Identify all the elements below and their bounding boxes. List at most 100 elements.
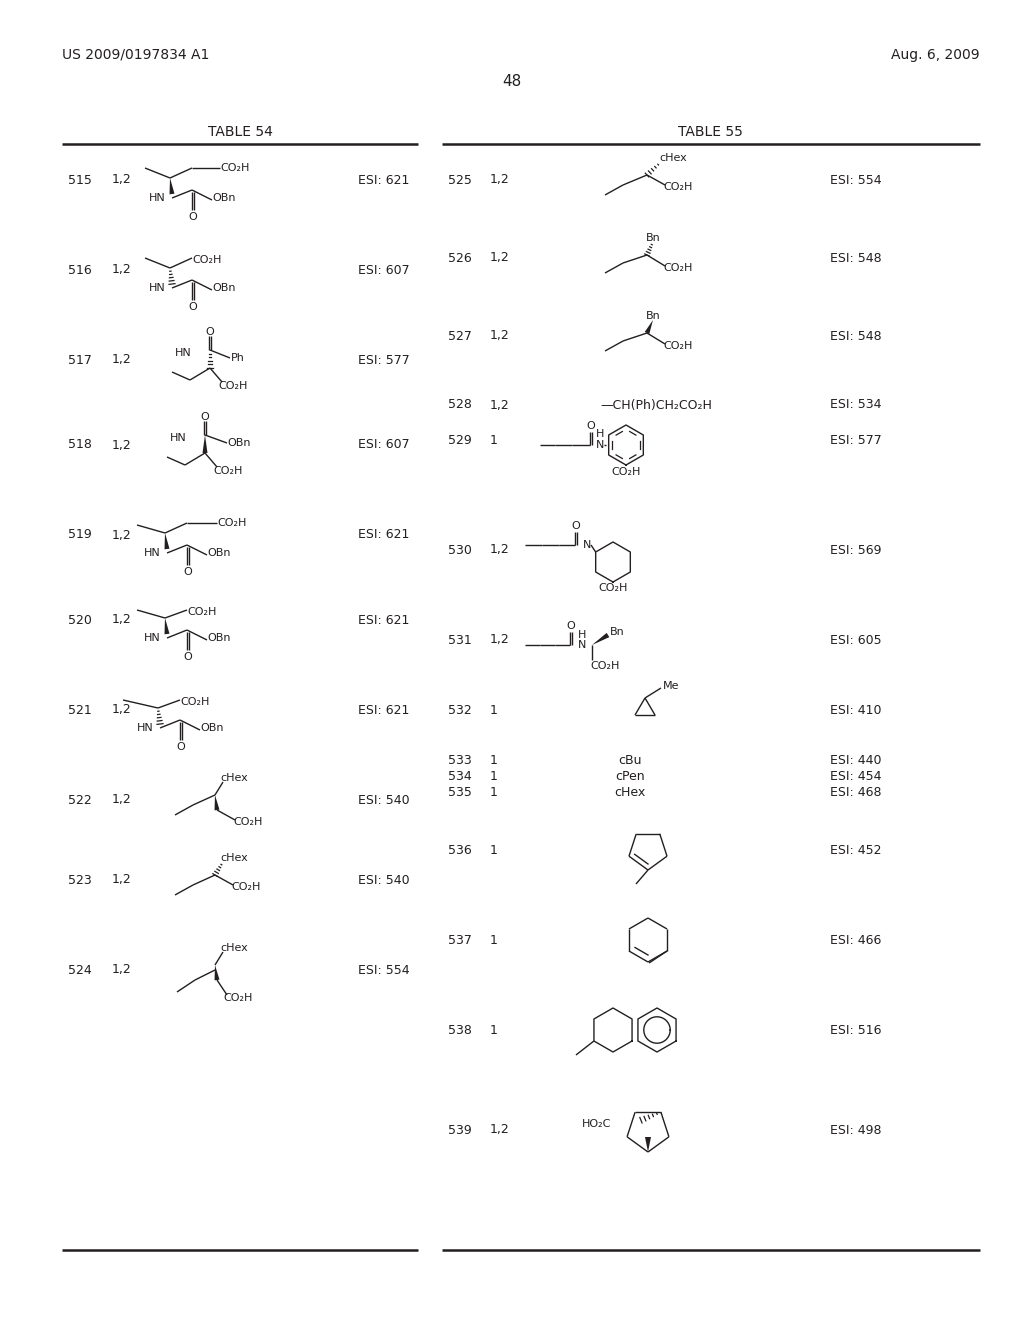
Text: CO₂H: CO₂H [611, 467, 641, 477]
Text: 517: 517 [68, 354, 92, 367]
Text: 1,2: 1,2 [490, 252, 510, 264]
Text: O: O [183, 652, 193, 663]
Text: 1,2: 1,2 [490, 330, 510, 342]
Text: ESI: 548: ESI: 548 [830, 330, 882, 342]
Text: H: H [578, 630, 587, 640]
Text: ESI: 452: ESI: 452 [830, 843, 882, 857]
Text: CO₂H: CO₂H [187, 607, 216, 616]
Text: Bn: Bn [645, 234, 660, 243]
Text: O: O [206, 327, 214, 337]
Text: 1,2: 1,2 [112, 354, 132, 367]
Text: ESI: 554: ESI: 554 [358, 964, 410, 977]
Text: O: O [176, 742, 185, 752]
Text: 1,2: 1,2 [112, 528, 132, 541]
Text: OBn: OBn [212, 282, 236, 293]
Text: 538: 538 [449, 1023, 472, 1036]
Text: 1: 1 [490, 754, 498, 767]
Text: CO₂H: CO₂H [213, 466, 243, 477]
Text: ESI: 605: ESI: 605 [830, 634, 882, 647]
Text: 1: 1 [490, 785, 498, 799]
Text: 1: 1 [490, 433, 498, 446]
Text: 1,2: 1,2 [490, 544, 510, 557]
Text: 529: 529 [449, 433, 472, 446]
Text: 1,2: 1,2 [112, 264, 132, 276]
Text: 533: 533 [449, 754, 472, 767]
Text: ESI: 621: ESI: 621 [358, 173, 410, 186]
Text: Bn: Bn [645, 312, 660, 321]
Text: 518: 518 [68, 438, 92, 451]
Text: 523: 523 [68, 874, 92, 887]
Text: cHex: cHex [659, 153, 687, 162]
Text: HN: HN [137, 723, 154, 733]
Text: ESI: 410: ESI: 410 [830, 704, 882, 717]
Text: H: H [596, 429, 604, 440]
Polygon shape [165, 533, 170, 549]
Text: O: O [188, 302, 198, 312]
Text: 528: 528 [449, 399, 472, 412]
Text: N: N [578, 640, 587, 649]
Text: OBn: OBn [212, 193, 236, 203]
Text: 1,2: 1,2 [490, 1123, 510, 1137]
Text: 537: 537 [449, 933, 472, 946]
Text: ESI: 466: ESI: 466 [830, 933, 882, 946]
Text: O: O [587, 421, 595, 432]
Text: 1: 1 [490, 770, 498, 783]
Text: 1: 1 [490, 843, 498, 857]
Text: N: N [596, 440, 604, 450]
Text: Bn: Bn [610, 627, 625, 638]
Text: ESI: 454: ESI: 454 [830, 770, 882, 783]
Text: CO₂H: CO₂H [598, 583, 628, 593]
Text: 1,2: 1,2 [112, 793, 132, 807]
Text: 519: 519 [68, 528, 92, 541]
Text: CO₂H: CO₂H [217, 517, 247, 528]
Text: 48: 48 [503, 74, 521, 90]
Text: O: O [201, 412, 209, 422]
Text: 1,2: 1,2 [490, 634, 510, 647]
Text: —CH(Ph)CH₂CO₂H: —CH(Ph)CH₂CO₂H [600, 399, 712, 412]
Text: CO₂H: CO₂H [180, 697, 209, 708]
Text: CO₂H: CO₂H [663, 263, 692, 273]
Text: 536: 536 [449, 843, 472, 857]
Polygon shape [645, 1137, 651, 1152]
Polygon shape [645, 319, 653, 334]
Text: ESI: 468: ESI: 468 [830, 785, 882, 799]
Text: 520: 520 [68, 614, 92, 627]
Text: CO₂H: CO₂H [663, 341, 692, 351]
Polygon shape [170, 178, 174, 194]
Text: O: O [566, 620, 575, 631]
Text: OBn: OBn [227, 438, 251, 447]
Text: OBn: OBn [200, 723, 223, 733]
Text: TABLE 55: TABLE 55 [678, 125, 742, 139]
Text: ESI: 577: ESI: 577 [358, 354, 410, 367]
Text: ESI: 569: ESI: 569 [830, 544, 882, 557]
Text: cPen: cPen [615, 770, 645, 783]
Polygon shape [214, 795, 219, 810]
Text: 1,2: 1,2 [490, 173, 510, 186]
Text: cHex: cHex [220, 853, 248, 863]
Text: 1,2: 1,2 [112, 874, 132, 887]
Text: 532: 532 [449, 704, 472, 717]
Text: 521: 521 [68, 704, 92, 717]
Text: ESI: 534: ESI: 534 [830, 399, 882, 412]
Text: 526: 526 [449, 252, 472, 264]
Text: 534: 534 [449, 770, 472, 783]
Text: ESI: 554: ESI: 554 [830, 173, 882, 186]
Text: ESI: 607: ESI: 607 [358, 438, 410, 451]
Text: CO₂H: CO₂H [218, 381, 248, 391]
Polygon shape [592, 632, 609, 645]
Text: 1,2: 1,2 [112, 964, 132, 977]
Text: HN: HN [144, 634, 161, 643]
Text: cHex: cHex [220, 774, 248, 783]
Text: ESI: 621: ESI: 621 [358, 704, 410, 717]
Text: 1,2: 1,2 [112, 704, 132, 717]
Text: CO₂H: CO₂H [220, 162, 250, 173]
Text: 525: 525 [449, 173, 472, 186]
Text: cHex: cHex [614, 785, 645, 799]
Text: Ph: Ph [231, 352, 245, 363]
Text: ESI: 621: ESI: 621 [358, 528, 410, 541]
Text: O: O [183, 568, 193, 577]
Text: HN: HN [175, 348, 193, 358]
Text: O: O [188, 213, 198, 222]
Text: cHex: cHex [220, 942, 248, 953]
Text: N: N [583, 540, 592, 550]
